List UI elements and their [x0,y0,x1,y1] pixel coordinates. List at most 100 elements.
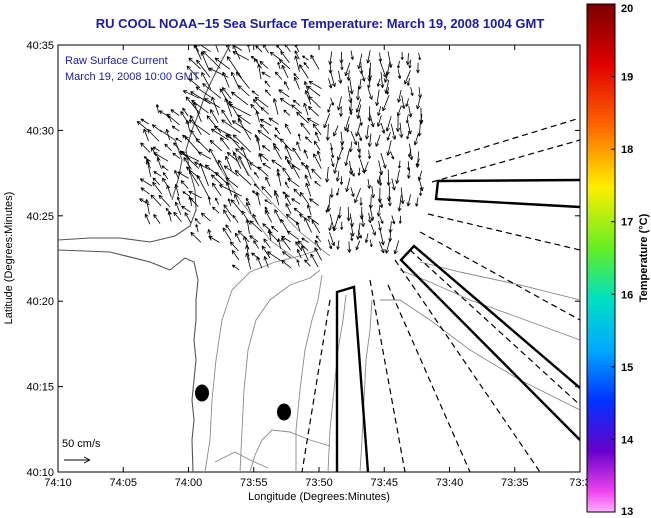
x-tick-label: 73:3 [569,477,590,489]
current-arrow [285,194,292,206]
current-arrow [387,196,392,207]
current-arrow [330,158,335,167]
current-arrow [314,131,320,142]
current-arrow [378,176,383,186]
current-arrow [337,96,342,111]
current-arrow [397,69,402,79]
current-arrow [304,136,312,144]
current-arrow [348,141,353,153]
current-arrow [330,188,334,198]
y-tick-label: 40:35 [26,40,54,52]
current-arrow [291,164,300,179]
current-arrow [182,191,191,197]
current-arrow [306,117,320,126]
current-arrow [408,59,412,69]
current-arrow [156,157,162,170]
x-tick-label: 73:40 [436,477,464,489]
x-axis-ticks: 74:10 74:05 74:00 73:55 73:50 73:45 73:40 73:35… [44,45,591,489]
current-arrow [145,199,150,215]
overlay-line-1: Raw Surface Current [65,55,168,67]
current-arrow [195,224,199,233]
current-arrow [152,177,160,186]
current-arrow [264,206,270,215]
current-arrow [366,50,371,64]
current-arrow [195,138,210,153]
current-arrow [245,252,252,270]
current-arrow [301,245,309,261]
current-arrow [293,188,302,197]
current-arrow [184,212,192,224]
current-arrow [266,251,281,261]
current-arrow [165,128,170,141]
map-title: RU COOL NOAA−15 Sea Surface Temperature:… [95,16,545,31]
current-arrow [152,181,163,195]
current-arrow [230,91,249,106]
colorbar-tick-label: 19 [621,72,633,84]
current-arrow [172,152,181,159]
current-arrow [292,147,301,161]
current-arrow [284,123,292,135]
current-arrow [194,161,210,171]
current-arrow [167,211,172,222]
current-arrow [280,50,290,63]
current-arrow [291,104,303,114]
current-arrow [313,140,321,151]
current-arrow [175,137,183,143]
current-arrow [393,240,400,255]
current-arrow [225,224,232,233]
current-arrow [261,186,273,198]
current-arrow [252,98,261,108]
current-arrow [182,90,200,99]
current-arrow [209,148,222,171]
current-arrow [369,239,373,248]
current-arrow [357,167,361,176]
current-arrow [406,161,411,171]
current-arrow [222,227,232,241]
current-arrow [391,178,396,191]
current-arrow [314,239,322,251]
current-arrow [325,204,329,213]
current-arrow [273,191,280,206]
current-arrow [369,112,375,128]
current-arrow [281,237,291,251]
current-arrow [197,151,212,160]
current-arrow [219,88,230,105]
current-arrow [221,119,241,134]
current-arrow [413,134,419,146]
current-arrow [245,197,251,206]
current-arrow [153,152,169,162]
current-arrow [140,142,151,153]
current-arrow [380,122,386,134]
current-arrow [281,259,292,269]
current-arrow [379,215,384,224]
current-arrow [145,160,152,177]
current-arrow [228,100,243,123]
y-tick-label: 40:25 [26,211,54,223]
current-arrow [303,102,309,116]
current-arrow [268,117,279,125]
x-tick-label: 73:55 [240,477,268,489]
current-arrow [378,52,383,63]
current-arrow [202,50,221,69]
current-arrow [193,45,202,60]
overlay-line-2: March 19, 2008 10:00 GMT [65,71,200,83]
current-arrow [232,214,239,223]
station-dot [277,403,291,421]
x-axis-label: Longitude (Degrees:Minutes) [248,491,390,503]
current-arrow [143,128,149,142]
current-arrow [303,149,309,159]
current-arrow [257,63,262,80]
current-arrow [198,45,211,52]
current-arrow [227,133,242,150]
current-arrow [340,221,344,230]
current-arrow [339,106,343,117]
current-arrow [285,202,292,214]
current-arrow [188,190,202,199]
current-arrow [136,120,150,132]
current-arrow [269,51,280,60]
current-arrow [234,193,240,205]
dashed-wedge-lines [301,117,580,472]
current-arrow [225,177,239,188]
current-arrow [301,237,309,243]
current-arrow [358,149,362,159]
